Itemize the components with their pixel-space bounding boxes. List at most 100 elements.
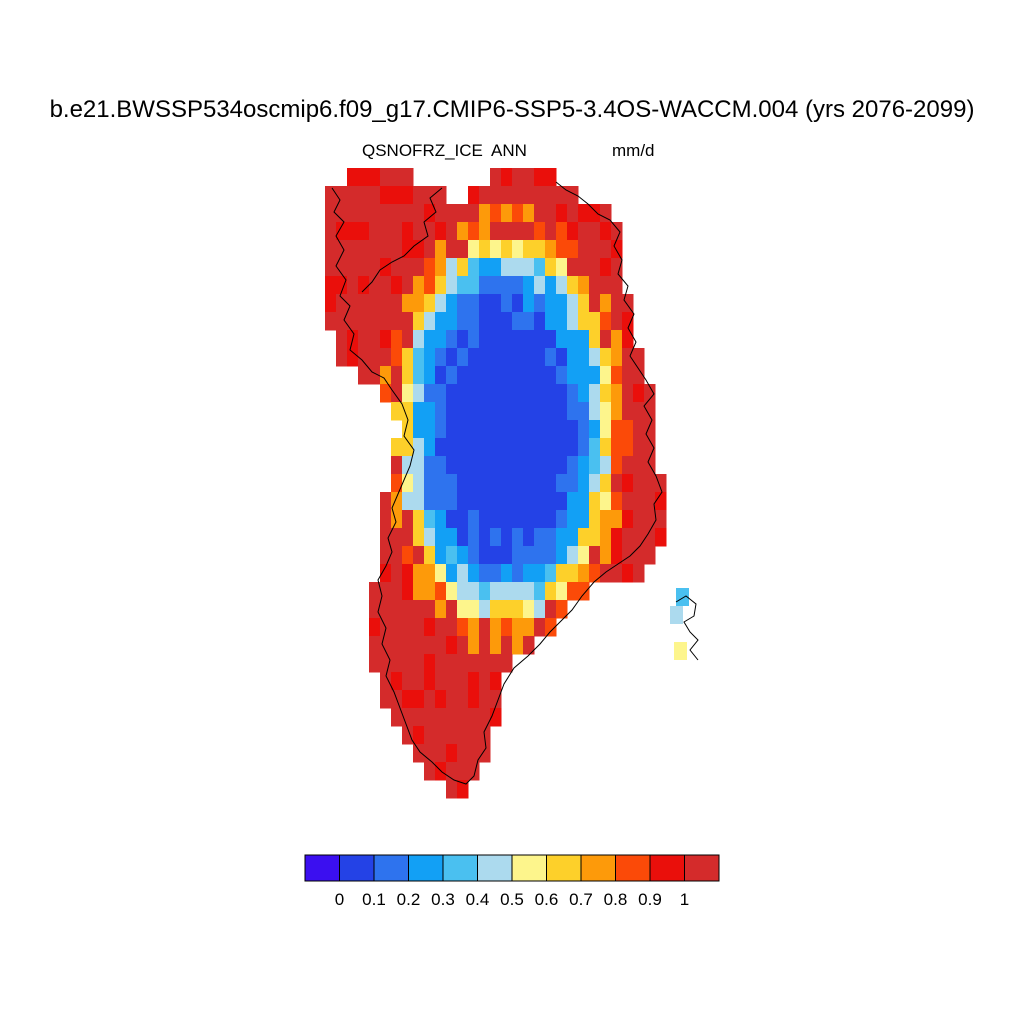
map-cell	[534, 276, 546, 295]
map-cell	[413, 222, 425, 241]
map-cell	[325, 312, 337, 331]
map-cell	[424, 600, 436, 619]
map-cell	[567, 474, 579, 493]
map-cell	[622, 438, 634, 457]
map-cell	[501, 384, 513, 403]
map-cell	[413, 276, 425, 295]
map-cell	[479, 510, 491, 529]
map-cell	[523, 438, 535, 457]
map-cell	[545, 348, 557, 367]
map-cell	[490, 402, 502, 421]
map-cell	[501, 456, 513, 475]
map-cell	[490, 222, 502, 241]
map-cell	[479, 474, 491, 493]
map-cell	[468, 258, 480, 277]
map-cell	[534, 474, 546, 493]
map-cell	[424, 384, 436, 403]
map-cell	[468, 690, 480, 709]
map-cell	[589, 510, 601, 529]
map-cell	[523, 492, 535, 511]
map-cell	[369, 348, 381, 367]
map-cell	[523, 546, 535, 565]
map-cell	[369, 618, 381, 637]
map-cell	[435, 438, 447, 457]
map-cell	[567, 330, 579, 349]
map-cell	[435, 510, 447, 529]
map-cell	[358, 240, 370, 259]
map-cell	[501, 222, 513, 241]
map-cell	[468, 348, 480, 367]
map-cell	[512, 366, 524, 385]
map-cell	[424, 276, 436, 295]
map-cell	[622, 564, 634, 583]
map-cell	[413, 348, 425, 367]
colorbar-box	[615, 854, 651, 882]
map-cell	[567, 528, 579, 547]
coastline-north	[361, 187, 443, 293]
map-cell	[479, 690, 491, 709]
map-cell	[380, 510, 392, 529]
map-cell	[380, 690, 392, 709]
map-cell	[556, 510, 568, 529]
map-cell	[413, 402, 425, 421]
map-cell	[446, 276, 458, 295]
map-cell	[622, 330, 634, 349]
map-cell	[545, 204, 557, 223]
map-cell	[611, 330, 623, 349]
map-cell	[589, 420, 601, 439]
map-cell	[490, 564, 502, 583]
map-cell	[446, 690, 458, 709]
map-cell	[600, 294, 612, 313]
map-cell	[578, 384, 590, 403]
map-cell	[523, 168, 535, 187]
map-cell	[622, 546, 634, 565]
map-cell	[490, 636, 502, 655]
map-cell	[611, 510, 623, 529]
map-cell	[380, 330, 392, 349]
map-cell	[479, 240, 491, 259]
map-cell	[435, 672, 447, 691]
map-cell	[490, 240, 502, 259]
map-cell	[435, 204, 447, 223]
map-cell	[479, 276, 491, 295]
map-cell	[446, 294, 458, 313]
map-cell	[501, 348, 513, 367]
map-cell	[468, 528, 480, 547]
map-cell	[413, 294, 425, 313]
map-cell	[424, 258, 436, 277]
map-cell	[424, 204, 436, 223]
map-cell	[391, 240, 403, 259]
map-cell	[435, 186, 447, 205]
map-cell	[446, 204, 458, 223]
map-cell	[512, 528, 524, 547]
map-cell	[600, 546, 612, 565]
map-cell	[655, 474, 667, 493]
map-cell	[523, 222, 535, 241]
map-cell	[468, 672, 480, 691]
map-cell	[479, 528, 491, 547]
map-cell	[490, 690, 502, 709]
map-cell	[468, 654, 480, 673]
map-cell	[611, 312, 623, 331]
map-cell	[512, 222, 524, 241]
map-cell	[523, 258, 535, 277]
map-cell	[556, 402, 568, 421]
map-cell	[391, 636, 403, 655]
map-cell	[556, 600, 568, 619]
map-cell	[490, 474, 502, 493]
map-cell	[413, 618, 425, 637]
map-cell	[545, 582, 557, 601]
map-cell	[413, 420, 425, 439]
colorbar-box	[684, 854, 720, 882]
map-cell	[655, 510, 667, 529]
map-cell	[523, 348, 535, 367]
map-cell	[424, 510, 436, 529]
map-cell	[589, 366, 601, 385]
map-cell	[512, 348, 524, 367]
map-cell	[391, 528, 403, 547]
map-cell	[402, 168, 414, 187]
map-cell	[468, 564, 480, 583]
map-cell	[556, 204, 568, 223]
map-cell	[567, 510, 579, 529]
map-cell	[512, 600, 524, 619]
